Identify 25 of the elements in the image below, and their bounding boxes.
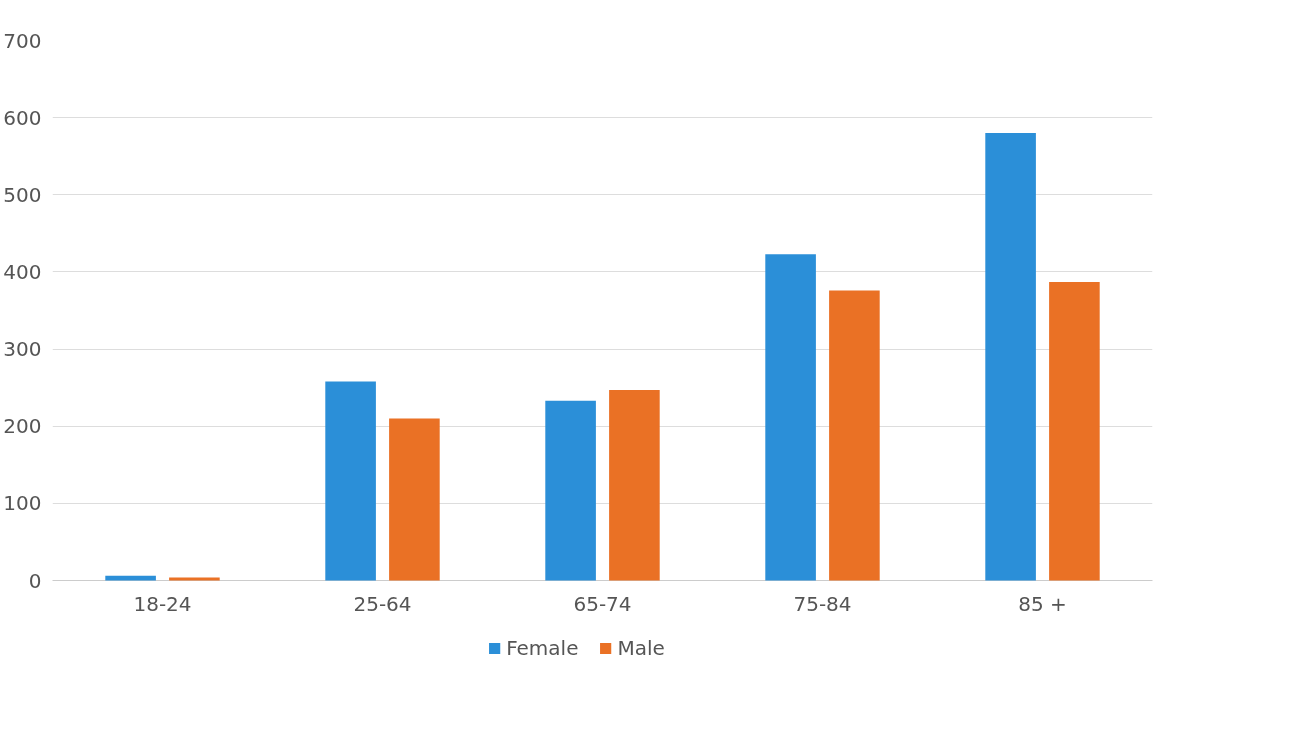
x-tick-label: 85 + bbox=[1018, 591, 1067, 616]
legend-label: Female bbox=[506, 636, 579, 660]
bar bbox=[105, 575, 156, 581]
y-tick-label: 500 bbox=[3, 182, 42, 207]
x-tick-label: 65-74 bbox=[573, 591, 632, 616]
y-tick-label: 400 bbox=[3, 259, 42, 284]
bar bbox=[985, 133, 1036, 581]
y-tick-label: 700 bbox=[3, 28, 42, 53]
bar bbox=[545, 400, 596, 581]
bar bbox=[609, 389, 660, 581]
x-tick-label: 25-64 bbox=[353, 591, 412, 616]
bar bbox=[389, 418, 440, 581]
x-tick-label: 75-84 bbox=[793, 591, 852, 616]
y-tick-label: 0 bbox=[28, 568, 42, 593]
y-tick-label: 200 bbox=[3, 414, 42, 439]
y-tick-label: 300 bbox=[3, 337, 42, 362]
bar bbox=[325, 381, 376, 581]
bar bbox=[765, 254, 816, 581]
bar bbox=[829, 290, 880, 581]
y-tick-label: 100 bbox=[3, 491, 42, 516]
bar bbox=[169, 577, 220, 581]
legend-label: Male bbox=[617, 636, 665, 660]
y-tick-label: 600 bbox=[3, 105, 42, 130]
bar bbox=[1049, 281, 1100, 581]
x-tick-label: 18-24 bbox=[133, 591, 192, 616]
